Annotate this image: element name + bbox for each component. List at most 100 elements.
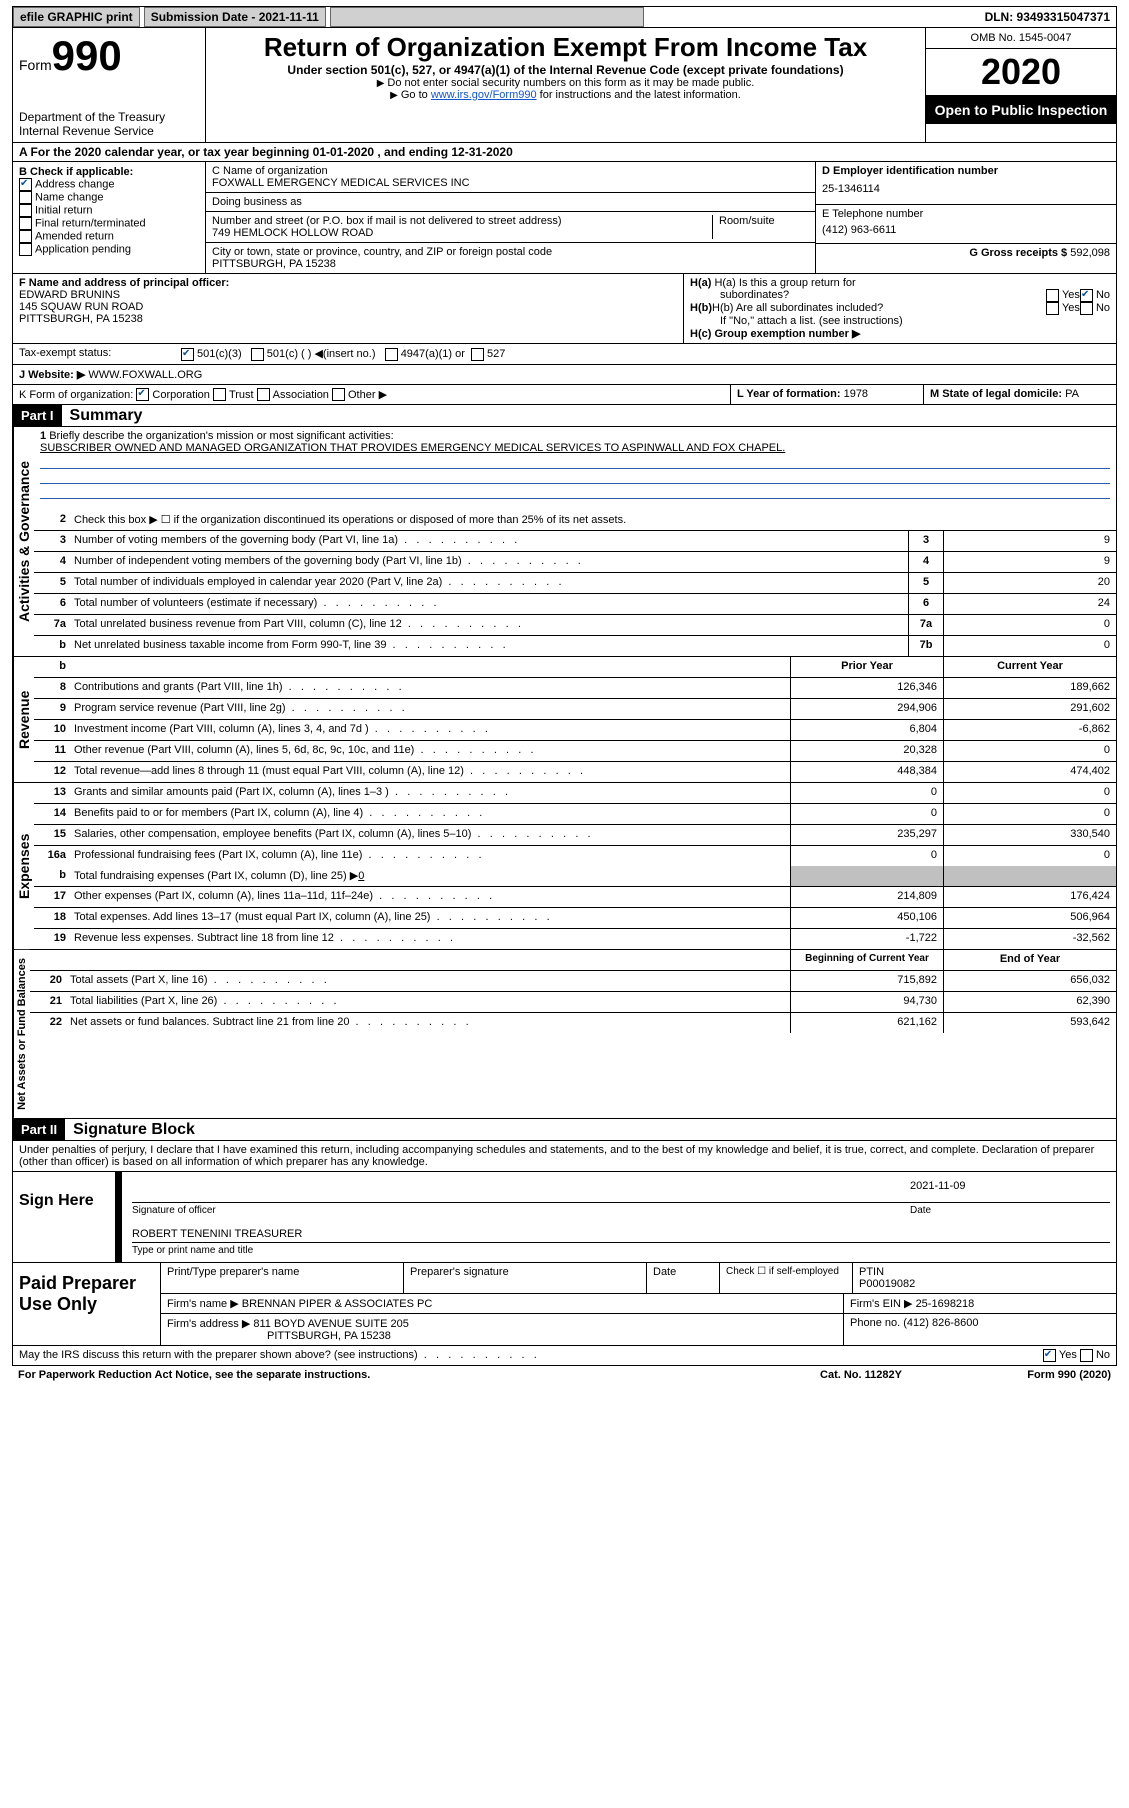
discuss-no-checkbox[interactable] (1080, 1349, 1093, 1362)
line-text: Program service revenue (Part VIII, line… (70, 699, 790, 719)
ha-yes-checkbox[interactable] (1046, 289, 1059, 302)
arrow-icon (390, 89, 401, 101)
line-num: 4 (34, 552, 70, 572)
prior-value: 20,328 (790, 741, 943, 761)
officer-addr2: PITTSBURGH, PA 15238 (19, 313, 677, 325)
irs-link[interactable]: www.irs.gov/Form990 (431, 89, 537, 101)
initial-return-label: Initial return (35, 204, 92, 216)
prior-value: 6,804 (790, 720, 943, 740)
checkbox-final-return[interactable] (19, 217, 32, 230)
hb-yes: Yes (1062, 302, 1080, 315)
line-num: 15 (34, 825, 70, 845)
state-value: PA (1065, 388, 1079, 400)
line-text: Total assets (Part X, line 16) (66, 971, 790, 991)
inspection-label: Open to Public Inspection (926, 96, 1116, 124)
ha-no-checkbox[interactable] (1080, 289, 1093, 302)
line-text: Investment income (Part VIII, column (A)… (70, 720, 790, 740)
prior-year-header: Prior Year (790, 657, 943, 677)
line-box: 7b (908, 636, 943, 656)
submission-date-button[interactable]: Submission Date - 2021-11-11 (144, 7, 326, 27)
year-formation-value: 1978 (844, 388, 868, 400)
other-checkbox[interactable] (332, 388, 345, 401)
current-value: 506,964 (943, 908, 1116, 928)
line-text: Number of independent voting members of … (70, 552, 908, 572)
firm-ein-label: Firm's EIN ▶ (850, 1298, 913, 1310)
current-value: 0 (943, 804, 1116, 824)
date-label: Date (910, 1205, 1110, 1216)
checkbox-pending[interactable] (19, 243, 32, 256)
form-prefix: Form (19, 57, 52, 73)
line-num: 6 (34, 594, 70, 614)
prior-value: 0 (790, 804, 943, 824)
firm-addr1: 811 BOYD AVENUE SUITE 205 (253, 1318, 409, 1330)
current-value: 0 (943, 846, 1116, 866)
corp-label: Corporation (152, 389, 209, 401)
begin-value: 715,892 (790, 971, 943, 991)
line-num: 8 (34, 678, 70, 698)
line-num: 9 (34, 699, 70, 719)
line-text: Other revenue (Part VIII, column (A), li… (70, 741, 790, 761)
street-value: 749 HEMLOCK HOLLOW ROAD (212, 227, 712, 239)
paid-preparer-label: Paid Preparer Use Only (13, 1263, 160, 1345)
part2-title: Signature Block (65, 1121, 195, 1139)
checkbox-address-change[interactable] (19, 178, 32, 191)
phone-value: (412) 963-6611 (822, 220, 1110, 240)
hb-label: H(b) (690, 302, 712, 315)
corp-checkbox[interactable] (136, 388, 149, 401)
amended-label: Amended return (35, 230, 114, 242)
efile-button[interactable]: efile GRAPHIC print (13, 7, 140, 27)
assoc-checkbox[interactable] (257, 388, 270, 401)
name-change-label: Name change (35, 191, 104, 203)
501c3-label: 501(c)(3) (197, 348, 242, 360)
officer-name: EDWARD BRUNINS (19, 289, 677, 301)
form-990: 990 (52, 32, 122, 79)
line-box: 4 (908, 552, 943, 572)
ptin-value: P00019082 (859, 1278, 915, 1290)
checkbox-initial-return[interactable] (19, 204, 32, 217)
tax-year: 2020 (926, 49, 1116, 96)
527-checkbox[interactable] (471, 348, 484, 361)
expenses-label: Expenses (13, 783, 34, 949)
trust-checkbox[interactable] (213, 388, 226, 401)
org-name-label: C Name of organization (212, 165, 809, 177)
pending-label: Application pending (35, 243, 131, 255)
line-value: 24 (943, 594, 1116, 614)
final-return-label: Final return/terminated (35, 217, 146, 229)
line-num: b (34, 636, 70, 656)
l1-txt: Briefly describe the organization's miss… (49, 430, 393, 442)
dln-label: DLN: 93493315047371 (985, 10, 1116, 24)
l1-num: 1 (40, 430, 46, 442)
501c-checkbox[interactable] (251, 348, 264, 361)
line-text: Revenue less expenses. Subtract line 18 … (70, 929, 790, 949)
form-number-box: Form990 Department of the Treasury Inter… (13, 28, 206, 142)
begin-value: 621,162 (790, 1013, 943, 1033)
hc-label: H(c) Group exemption number ▶ (690, 328, 860, 340)
box-b-label: B Check if applicable: (19, 166, 199, 178)
prior-value: 448,384 (790, 762, 943, 782)
part2-header: Part II (13, 1119, 65, 1140)
prior-value: 235,297 (790, 825, 943, 845)
hb-no-checkbox[interactable] (1080, 302, 1093, 315)
self-employed-label: Check ☐ if self-employed (719, 1263, 852, 1293)
prior-value: 0 (790, 783, 943, 803)
firm-name-value: BRENNAN PIPER & ASSOCIATES PC (242, 1298, 433, 1310)
ein-label: D Employer identification number (822, 165, 1110, 177)
4947-checkbox[interactable] (385, 348, 398, 361)
checkbox-amended[interactable] (19, 230, 32, 243)
ha-yes: Yes (1062, 289, 1080, 302)
line-text: Total liabilities (Part X, line 26) (66, 992, 790, 1012)
501c3-checkbox[interactable] (181, 348, 194, 361)
firm-phone-value: (412) 826-8600 (903, 1317, 978, 1329)
assoc-label: Association (273, 389, 329, 401)
hb-yes-checkbox[interactable] (1046, 302, 1059, 315)
end-value: 656,032 (943, 971, 1116, 991)
current-value: 330,540 (943, 825, 1116, 845)
line-text: Salaries, other compensation, employee b… (70, 825, 790, 845)
officer-sig-label: Signature of officer (132, 1205, 910, 1216)
4947-label: 4947(a)(1) or (401, 348, 465, 360)
line-num: 11 (34, 741, 70, 761)
discuss-yes-checkbox[interactable] (1043, 1349, 1056, 1362)
phone-label: E Telephone number (822, 208, 1110, 220)
checkbox-name-change[interactable] (19, 191, 32, 204)
hb-text: H(b) Are all subordinates included? (712, 302, 1046, 315)
